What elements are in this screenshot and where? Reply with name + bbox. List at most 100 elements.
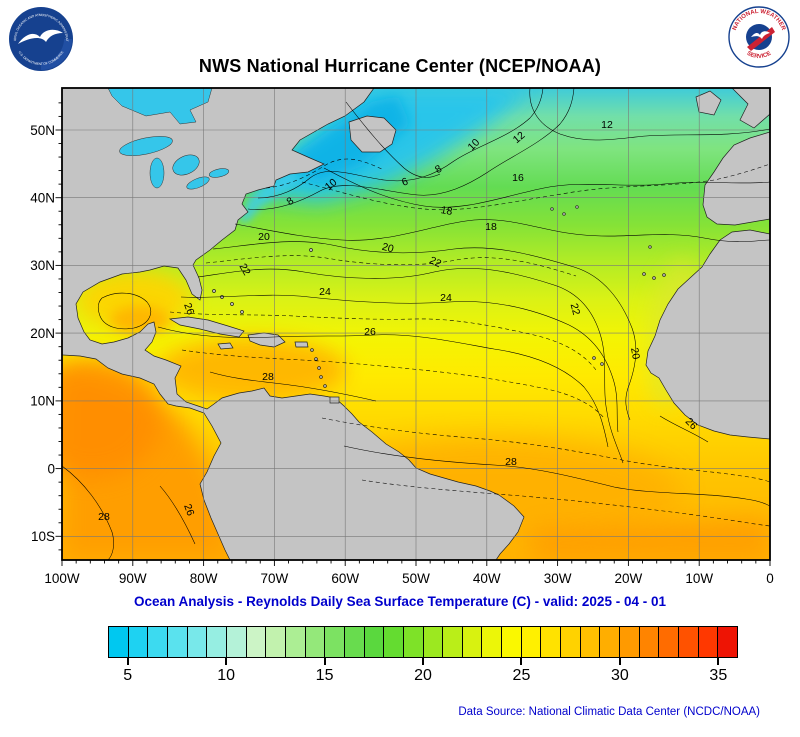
- island-dot: [212, 289, 216, 293]
- contour-line: [321, 417, 770, 483]
- lat-tick-label: 20N: [30, 326, 55, 341]
- land-puerto-rico: [294, 341, 309, 348]
- colorbar-cell: [187, 627, 208, 657]
- island-canaries: [662, 273, 666, 277]
- contour-label: 26: [181, 301, 196, 316]
- colorbar-cell: [482, 627, 503, 657]
- sst-region-caribbean: [157, 338, 347, 402]
- contour-label: 22: [427, 254, 443, 270]
- contour-line: [157, 326, 609, 448]
- colorbar-tick-label: 5: [123, 667, 133, 684]
- nws-logo-icon: NATIONAL WEATHER SERVICE: [728, 6, 790, 68]
- colorbar-cell: [698, 627, 719, 657]
- colorbar-cell: [502, 627, 522, 657]
- contour-label: 28: [98, 511, 110, 523]
- land-americas: [62, 88, 525, 560]
- contour-line: [62, 465, 114, 560]
- colorbar-tick: [323, 658, 326, 665]
- land-ireland: [695, 90, 722, 116]
- colorbar-tick-label: 35: [709, 667, 728, 684]
- colorbar-ticks: 5 10 15 20 25 30 35: [108, 658, 738, 700]
- contour-label: 24: [319, 286, 331, 298]
- island-dot: [319, 375, 323, 379]
- contour-line: [197, 268, 624, 464]
- island-canaries: [642, 272, 646, 276]
- page-title: NWS National Hurricane Center (NCEP/NOAA…: [198, 56, 602, 76]
- colorbar-cell: [226, 627, 247, 657]
- lake-huron: [172, 154, 200, 176]
- colorbar-tick: [520, 658, 523, 665]
- contour-line: [212, 241, 637, 421]
- contour-label: 16: [512, 172, 524, 184]
- land-cuba: [168, 316, 245, 338]
- contour-line: [209, 371, 377, 402]
- colorbar-cell: [580, 627, 601, 657]
- contour-label: 20: [258, 231, 270, 243]
- contour-line: [323, 167, 770, 208]
- lat-tick-label: 10N: [30, 394, 55, 409]
- colorbar-cell: [384, 627, 404, 657]
- colorbar-tick-label: 20: [414, 667, 432, 684]
- analysis-caption: Ocean Analysis - Reynolds Daily Sea Surf…: [134, 594, 666, 609]
- land-trinidad: [329, 396, 340, 404]
- colorbar-cell: [167, 627, 188, 657]
- island-cape-verde: [600, 362, 604, 366]
- nws-gull-icon: [751, 31, 770, 39]
- colorbar-cell: [207, 627, 227, 657]
- colorbar-tick-label: 25: [512, 667, 531, 684]
- colorbar-cell: [679, 627, 699, 657]
- colorbar-tick-label: 30: [610, 667, 629, 684]
- sst-region-south-atlantic: [532, 518, 770, 560]
- land-jamaica: [217, 342, 234, 350]
- colorbar-tick-label: 15: [315, 667, 334, 684]
- lon-tick-label: 10W: [685, 571, 713, 586]
- contour-label: 18: [485, 221, 497, 233]
- lake-ontario: [208, 168, 230, 178]
- colorbar-cell: [246, 627, 267, 657]
- noaa-emblem-sea: [41, 39, 72, 70]
- contour-line: [345, 101, 441, 178]
- lat-tick-label: 0: [47, 461, 55, 476]
- colorbar-tick: [422, 658, 424, 665]
- colorbar-cell: [600, 627, 621, 657]
- sst-region-gulf-warm: [110, 306, 170, 334]
- contour-line: [169, 311, 597, 371]
- noaa-logo-icon: NATIONAL OCEANIC AND ATMOSPHERIC ADMINIS…: [7, 3, 73, 71]
- contour-label: 28: [505, 456, 517, 468]
- colorbar-cell: [423, 627, 444, 657]
- lon-tick-label: 90W: [119, 571, 147, 586]
- island-dot: [317, 366, 321, 370]
- land-newfoundland: [348, 115, 397, 153]
- island-bermuda: [309, 248, 313, 252]
- colorbar-cell: [109, 627, 129, 657]
- inland-water: [107, 88, 230, 190]
- noaa-gull-icon: [18, 29, 63, 44]
- lon-tick-label: 40W: [473, 571, 501, 586]
- contour-label: 12: [601, 119, 613, 131]
- contour-line: [159, 485, 196, 545]
- colorbar-cell: [266, 627, 286, 657]
- noaa-logo: NATIONAL OCEANIC AND ATMOSPHERIC ADMINIS…: [7, 3, 74, 77]
- lon-tick-label: 50W: [402, 571, 430, 586]
- nws-logo: NATIONAL WEATHER SERVICE: [728, 6, 790, 73]
- colorbar-cell: [344, 627, 365, 657]
- lat-tick-label: 10S: [31, 529, 55, 544]
- contour-label: 26: [181, 502, 196, 517]
- island-dot: [230, 302, 234, 306]
- colorbar-tick: [618, 658, 621, 665]
- colorbar-cell: [718, 627, 737, 657]
- island-dot: [323, 384, 327, 388]
- island-azores: [562, 212, 566, 216]
- lon-tick-label: 30W: [544, 571, 572, 586]
- lon-tick-label: 60W: [331, 571, 359, 586]
- landmasses: [62, 88, 770, 560]
- contour-label: 24: [440, 292, 452, 304]
- contour-line: [257, 88, 544, 199]
- island-dot: [314, 357, 318, 361]
- latitude-axis: 50N 40N 30N 20N 10N 0 10S: [30, 123, 55, 544]
- contour-line: [361, 479, 770, 527]
- colorbar-cell: [561, 627, 581, 657]
